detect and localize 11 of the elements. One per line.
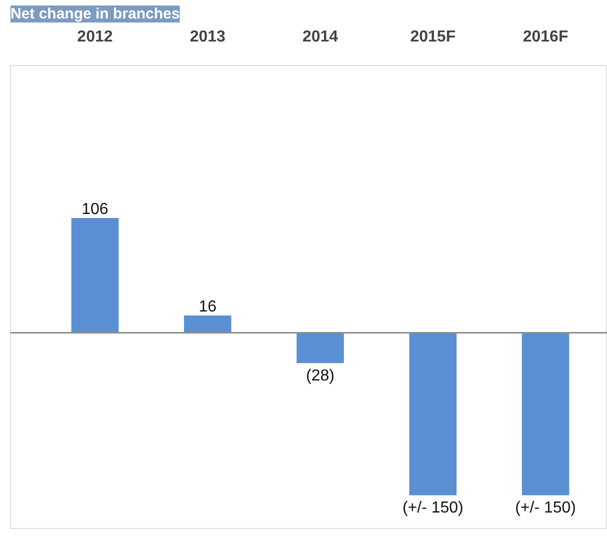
x-tick-label: 2013 (190, 28, 226, 46)
chart-title: Net change in branches (10, 6, 180, 22)
data-label: (28) (306, 367, 334, 384)
x-tick-label: 2016F (522, 28, 568, 46)
data-label: (+/- 150) (515, 499, 576, 516)
data-label: 106 (82, 200, 108, 218)
x-tick-label: 2012 (77, 28, 113, 46)
x-tick-label: 2014 (302, 28, 338, 46)
x-tick-label: 2015F (410, 28, 456, 46)
data-label: 16 (198, 298, 217, 316)
data-label: (+/- 150) (402, 499, 464, 516)
